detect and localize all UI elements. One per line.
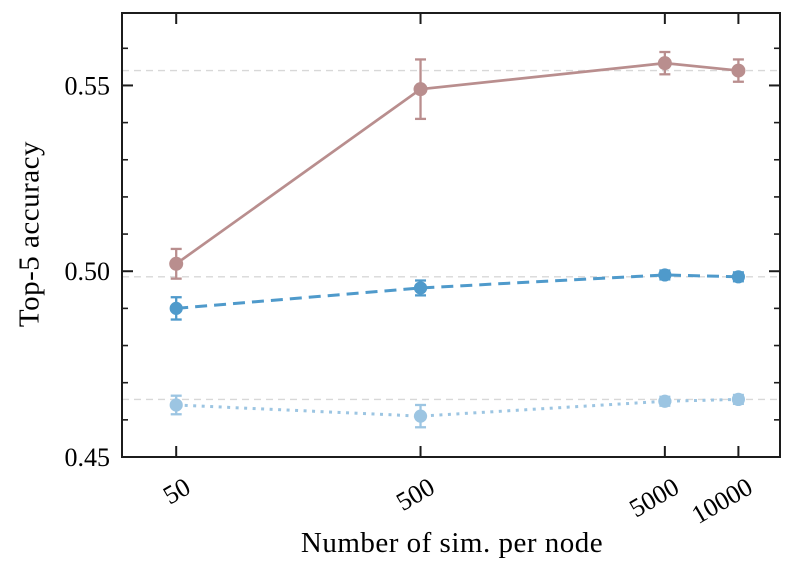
- data-point: [731, 270, 746, 284]
- y-axis-label: Top-5 accuracy: [13, 140, 46, 328]
- x-tick-label: 500: [391, 472, 439, 517]
- series-rose: [169, 50, 746, 280]
- data-point: [657, 56, 672, 71]
- series-rose-line: [175, 61, 739, 265]
- reference-gridlines: [122, 69, 780, 401]
- series-blue-line: [176, 273, 739, 310]
- data-point: [413, 281, 428, 295]
- y-tick-label: 0.45: [65, 443, 111, 472]
- x-tick-label: 50: [158, 472, 195, 510]
- plot-spines: [121, 12, 781, 458]
- data-point: [169, 398, 183, 412]
- data-point: [169, 301, 183, 315]
- data-point: [658, 268, 672, 282]
- series-lightblue: [169, 392, 746, 429]
- data-point: [658, 394, 672, 408]
- y-tick-label: 0.50: [65, 257, 111, 286]
- data-point: [413, 82, 428, 97]
- data-point: [169, 256, 184, 271]
- series-lightblue-line: [176, 397, 739, 418]
- x-axis-label: Number of sim. per node: [300, 527, 604, 559]
- data-point: [731, 63, 746, 78]
- x-tick-label: 5000: [624, 472, 684, 523]
- x-tick-label: 10000: [687, 472, 758, 530]
- data-point: [731, 392, 746, 407]
- y-axis-ticks: 0.45 0.50 0.55: [65, 47, 780, 472]
- y-tick-label: 0.55: [65, 71, 111, 100]
- data-point: [413, 409, 428, 423]
- series-blue: [169, 268, 746, 321]
